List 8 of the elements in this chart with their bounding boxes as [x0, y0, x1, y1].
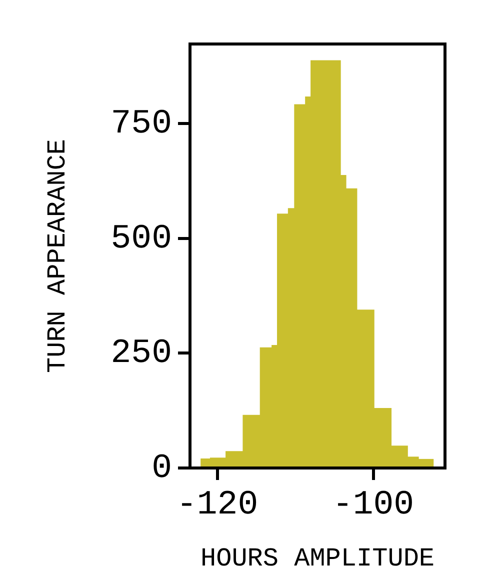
x-tick-label: -120 — [176, 486, 258, 524]
y-axis-title: TURN APPEARANCE — [42, 138, 72, 374]
y-tick-label: 500 — [110, 220, 172, 258]
x-axis-title: HOURS AMPLITUDE — [200, 543, 435, 574]
y-tick-label: 750 — [110, 105, 172, 144]
x-tick-label: -100 — [332, 486, 414, 524]
y-tick-label: 250 — [110, 335, 172, 374]
y-tick-label: 0 — [152, 450, 172, 488]
